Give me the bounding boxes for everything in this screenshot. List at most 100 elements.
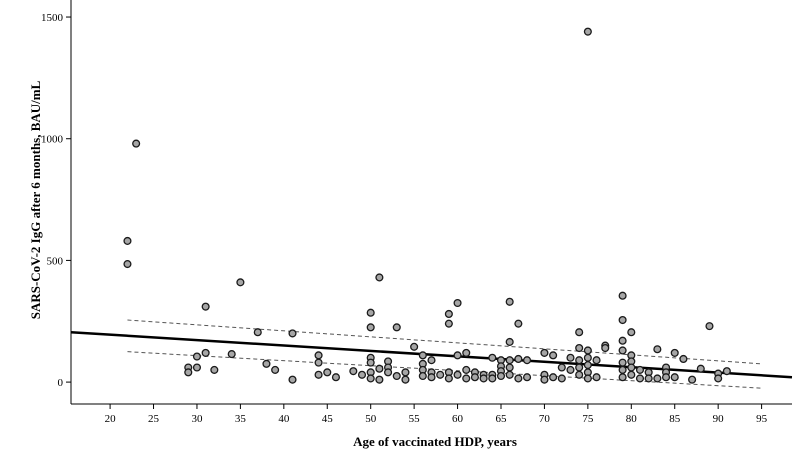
data-point [392,323,401,332]
data-point [549,351,558,360]
data-point [123,260,132,269]
y-axis-title: SARS-CoV-2 IgG after 6 months, BAU/mL [28,80,43,319]
data-point [470,373,479,382]
data-point [653,345,662,354]
data-point [635,365,645,374]
x-tick-label: 95 [756,413,768,425]
x-axis-title: Age of vaccinated HDP, years [353,434,517,449]
data-point [575,328,584,337]
data-point [505,370,514,379]
data-point [583,361,592,370]
x-tick-label: 40 [278,413,290,425]
data-point [601,343,610,353]
data-point [670,373,679,382]
data-point [618,365,627,374]
x-tick-label: 30 [191,413,203,425]
data-point [444,319,453,328]
data-point [401,368,410,377]
data-point [505,363,514,372]
axes [70,0,792,405]
data-point [418,371,427,381]
x-tick-label: 45 [322,413,334,425]
data-point [540,375,549,384]
data-point [670,348,679,357]
data-point [575,370,584,379]
y-tick-label: 0 [58,377,64,389]
data-point [722,367,731,376]
x-tick-label: 50 [365,413,377,425]
data-point [201,302,210,311]
y-tick-label: 500 [47,255,64,267]
x-axis-ticks: 20 25 30 35 40 45 50 55 60 65 70 75 80 85 90 95 [105,404,768,425]
data-point [592,356,601,365]
data-point [132,139,141,148]
data-point [592,373,601,382]
data-point [566,353,575,362]
data-point [444,309,453,319]
data-point [288,329,297,338]
data-point [462,374,471,383]
data-point [314,351,323,360]
data-point [436,370,445,379]
data-point [427,356,436,365]
data-point [557,363,566,372]
x-tick-label: 65 [495,413,507,425]
data-point [453,298,462,308]
x-tick-label: 70 [539,413,551,425]
data-point [349,367,358,376]
data-point [653,374,662,383]
data-point [688,375,697,384]
data-point [462,365,471,374]
data-point [514,374,523,383]
data-point [575,363,584,372]
data-point [488,374,497,383]
x-tick-label: 85 [669,413,681,425]
y-axis-ticks: 0 500 1000 1500 [41,12,71,389]
data-point [627,363,636,372]
x-tick-label: 55 [409,413,421,425]
data-point [323,368,332,377]
data-point [505,356,514,365]
data-point [375,364,384,373]
data-point [549,373,558,382]
data-point [236,278,245,287]
data-point [583,374,592,383]
data-point [635,374,645,383]
x-tick-label: 60 [452,413,464,425]
data-point [523,373,532,382]
data-point [384,368,393,377]
data-point [488,353,497,362]
data-point [583,346,592,355]
data-point [618,336,627,345]
data-point [253,328,262,337]
x-tick-label: 80 [626,413,638,425]
data-point [514,354,523,364]
data-point [331,373,340,382]
data-point [618,373,627,382]
regression-line [70,330,793,379]
data-point [679,354,688,364]
data-point [453,351,462,360]
data-point [375,375,384,384]
y-tick-label: 1000 [41,134,64,146]
data-point [366,358,375,367]
x-tick-label: 35 [235,413,247,425]
data-point [583,27,592,36]
data-point [583,353,592,362]
data-point [184,368,193,377]
data-point [201,348,210,357]
x-tick-label: 20 [105,413,117,425]
data-point [496,371,506,381]
data-point [410,342,419,351]
data-point [392,371,401,381]
data-point [514,319,523,328]
data-point [427,373,436,382]
data-point [366,323,375,332]
data-point [523,356,532,365]
x-tick-label: 25 [148,413,160,425]
data-point [566,365,575,374]
data-point [714,374,723,383]
data-point [401,375,410,384]
data-point [462,348,471,357]
